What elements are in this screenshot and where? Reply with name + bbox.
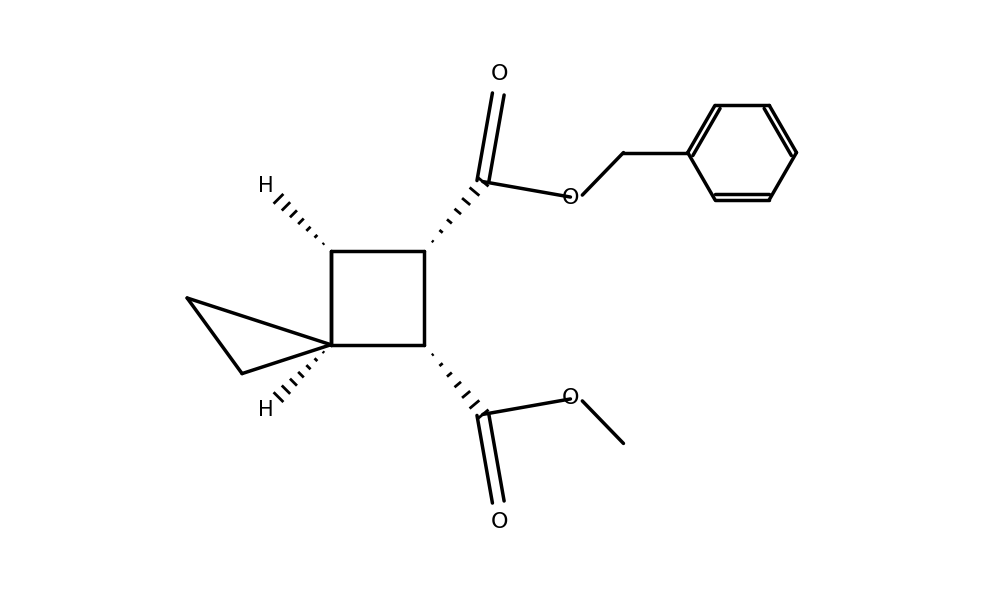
Text: O: O: [490, 64, 508, 84]
Text: H: H: [257, 176, 273, 196]
Text: H: H: [257, 400, 273, 420]
Text: O: O: [562, 188, 579, 208]
Text: O: O: [562, 388, 579, 408]
Text: O: O: [490, 512, 508, 532]
